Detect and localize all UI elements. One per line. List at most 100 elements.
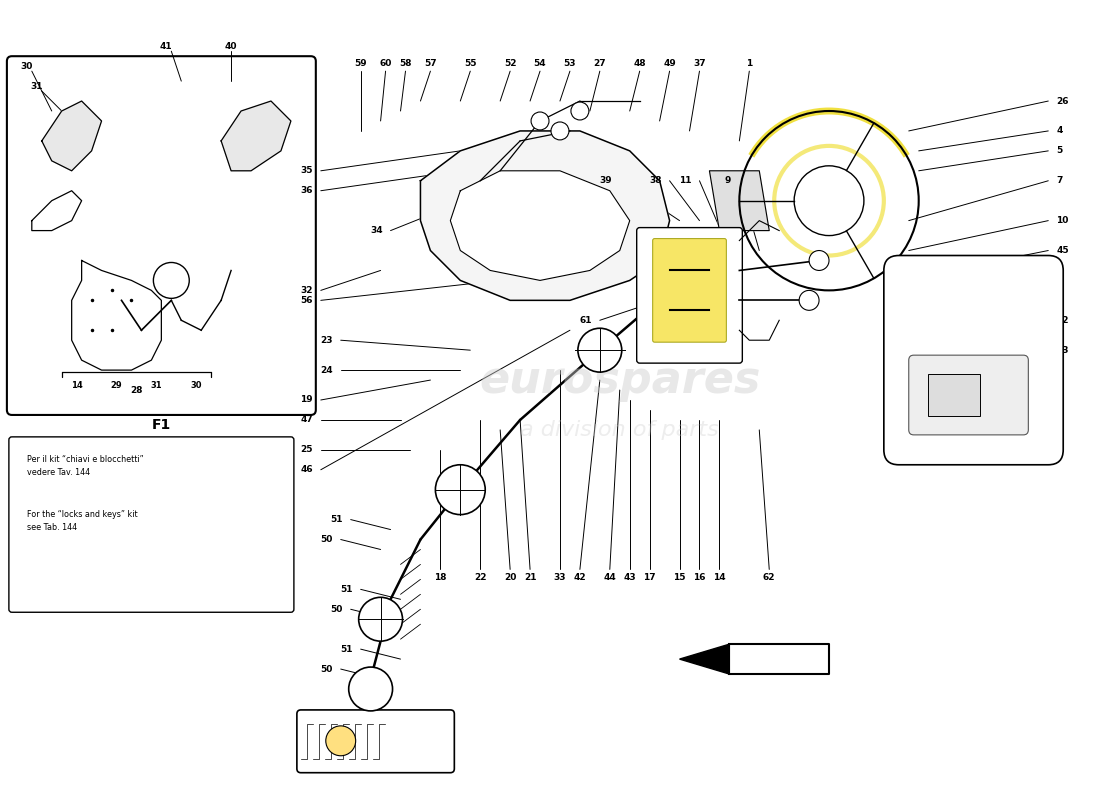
FancyBboxPatch shape — [652, 238, 726, 342]
Text: 47: 47 — [300, 415, 312, 425]
Text: Per il kit “chiavi e blocchetti”
vedere Tav. 144: Per il kit “chiavi e blocchetti” vedere … — [26, 455, 144, 477]
Text: 18: 18 — [434, 573, 447, 582]
FancyBboxPatch shape — [927, 374, 979, 416]
Text: 50: 50 — [330, 605, 343, 614]
Text: 19: 19 — [300, 395, 312, 405]
Text: 13: 13 — [1056, 346, 1069, 354]
Polygon shape — [420, 131, 670, 300]
Text: 15: 15 — [673, 573, 685, 582]
Text: 9: 9 — [725, 176, 732, 186]
Text: 41: 41 — [160, 42, 173, 50]
FancyBboxPatch shape — [7, 56, 316, 415]
Polygon shape — [221, 101, 290, 170]
Polygon shape — [729, 644, 829, 674]
Text: 61: 61 — [580, 316, 592, 325]
Text: 8: 8 — [1056, 276, 1063, 285]
Text: 62: 62 — [763, 573, 776, 582]
Text: 30: 30 — [21, 62, 33, 70]
Text: 50: 50 — [320, 665, 333, 674]
FancyBboxPatch shape — [297, 710, 454, 773]
Text: 60: 60 — [379, 58, 392, 68]
Circle shape — [810, 250, 829, 270]
Text: 43: 43 — [624, 573, 636, 582]
Text: 12: 12 — [1056, 316, 1069, 325]
Text: 53: 53 — [563, 58, 576, 68]
Text: 23: 23 — [320, 336, 333, 345]
Circle shape — [571, 102, 588, 120]
Text: 44: 44 — [604, 573, 616, 582]
FancyBboxPatch shape — [909, 355, 1028, 435]
Text: 20: 20 — [504, 573, 516, 582]
FancyBboxPatch shape — [9, 437, 294, 612]
Polygon shape — [42, 101, 101, 170]
Text: 24: 24 — [320, 366, 333, 374]
Text: 30: 30 — [190, 381, 202, 390]
Polygon shape — [450, 170, 629, 281]
Text: 10: 10 — [1056, 216, 1068, 225]
Polygon shape — [680, 644, 729, 674]
Text: 14: 14 — [70, 381, 82, 390]
Text: 28: 28 — [130, 386, 143, 394]
Circle shape — [436, 465, 485, 514]
Text: 31: 31 — [151, 381, 162, 390]
Circle shape — [799, 290, 820, 310]
Text: 42: 42 — [573, 573, 586, 582]
Text: a division of parts: a division of parts — [520, 420, 719, 440]
Text: 4: 4 — [1056, 126, 1063, 135]
Text: 38: 38 — [649, 176, 661, 186]
Text: 1: 1 — [746, 58, 752, 68]
Text: 46: 46 — [300, 466, 312, 474]
Circle shape — [326, 726, 355, 756]
Text: 51: 51 — [340, 585, 353, 594]
Text: 16: 16 — [693, 573, 706, 582]
Text: 5: 5 — [1056, 146, 1063, 155]
Text: 56: 56 — [300, 296, 312, 305]
Text: eurospares: eurospares — [480, 358, 760, 402]
Text: 25: 25 — [300, 446, 312, 454]
Text: 29: 29 — [111, 381, 122, 390]
Text: 49: 49 — [663, 58, 676, 68]
Polygon shape — [72, 261, 162, 370]
Text: 27: 27 — [594, 58, 606, 68]
Text: 34: 34 — [370, 226, 383, 235]
Text: 54: 54 — [534, 58, 547, 68]
Text: 51: 51 — [340, 645, 353, 654]
Text: 59: 59 — [354, 58, 367, 68]
FancyBboxPatch shape — [637, 228, 743, 363]
FancyBboxPatch shape — [883, 255, 1064, 465]
Circle shape — [359, 598, 403, 641]
Text: 37: 37 — [693, 58, 706, 68]
Text: 14: 14 — [713, 573, 726, 582]
Text: 36: 36 — [300, 186, 312, 195]
Text: 40: 40 — [224, 42, 238, 50]
Text: 21: 21 — [524, 573, 537, 582]
Text: 6: 6 — [1056, 446, 1063, 454]
Text: 26: 26 — [1056, 97, 1069, 106]
Polygon shape — [710, 170, 769, 230]
Text: 39: 39 — [600, 176, 612, 186]
Text: 55: 55 — [464, 58, 476, 68]
Text: 11: 11 — [679, 176, 692, 186]
Text: 17: 17 — [644, 573, 656, 582]
Circle shape — [531, 112, 549, 130]
Text: 51: 51 — [330, 515, 343, 524]
Text: 32: 32 — [300, 286, 312, 295]
Text: 45: 45 — [1056, 246, 1069, 255]
Text: 35: 35 — [300, 166, 312, 175]
Circle shape — [349, 667, 393, 711]
Text: 7: 7 — [1056, 176, 1063, 186]
Text: F1: F1 — [152, 418, 170, 432]
Text: 52: 52 — [504, 58, 516, 68]
Text: 50: 50 — [320, 535, 333, 544]
Circle shape — [578, 328, 621, 372]
Text: 48: 48 — [634, 58, 646, 68]
Text: For the “locks and keys” kit
see Tab. 144: For the “locks and keys” kit see Tab. 14… — [26, 510, 138, 532]
Text: 57: 57 — [425, 58, 437, 68]
Text: 2: 2 — [1056, 386, 1063, 394]
Text: 58: 58 — [399, 58, 411, 68]
Text: 3: 3 — [1056, 415, 1063, 425]
Text: 22: 22 — [474, 573, 486, 582]
Text: 33: 33 — [553, 573, 566, 582]
Text: 31: 31 — [31, 82, 43, 90]
Circle shape — [551, 122, 569, 140]
